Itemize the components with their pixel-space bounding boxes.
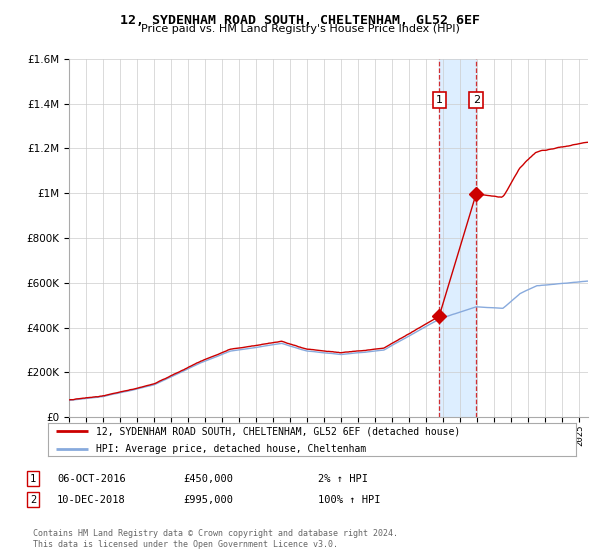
Text: 2: 2 [473,95,480,105]
Text: 100% ↑ HPI: 100% ↑ HPI [318,494,380,505]
Text: Price paid vs. HM Land Registry's House Price Index (HPI): Price paid vs. HM Land Registry's House … [140,24,460,34]
Text: 12, SYDENHAM ROAD SOUTH, CHELTENHAM, GL52 6EF (detached house): 12, SYDENHAM ROAD SOUTH, CHELTENHAM, GL5… [95,426,460,436]
Bar [439,59,476,417]
Text: 06-OCT-2016: 06-OCT-2016 [57,474,126,484]
Text: 2% ↑ HPI: 2% ↑ HPI [318,474,368,484]
Text: HPI: Average price, detached house, Cheltenham: HPI: Average price, detached house, Chel… [95,444,366,454]
Text: 10-DEC-2018: 10-DEC-2018 [57,494,126,505]
Text: £995,000: £995,000 [183,494,233,505]
Text: 12, SYDENHAM ROAD SOUTH, CHELTENHAM, GL52 6EF: 12, SYDENHAM ROAD SOUTH, CHELTENHAM, GL5… [120,14,480,27]
Text: 2: 2 [30,494,36,505]
Text: 1: 1 [30,474,36,484]
Text: Contains HM Land Registry data © Crown copyright and database right 2024.
This d: Contains HM Land Registry data © Crown c… [33,529,398,549]
Text: 1: 1 [436,95,443,105]
Text: £450,000: £450,000 [183,474,233,484]
